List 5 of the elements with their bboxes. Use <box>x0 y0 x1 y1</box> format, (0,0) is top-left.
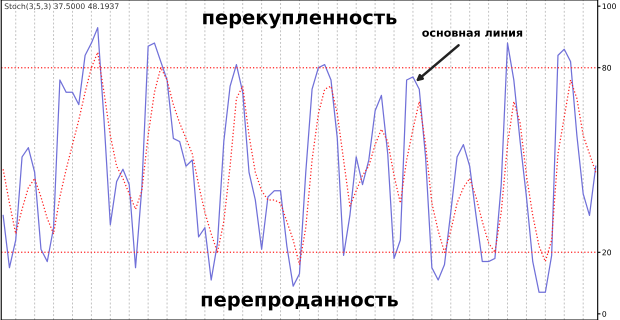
annotation: перекупленность <box>203 13 396 28</box>
annotation: перепроданность <box>202 295 398 310</box>
line-series <box>2 27 596 293</box>
annotation: основная линия <box>422 30 522 37</box>
line-series <box>2 52 596 266</box>
